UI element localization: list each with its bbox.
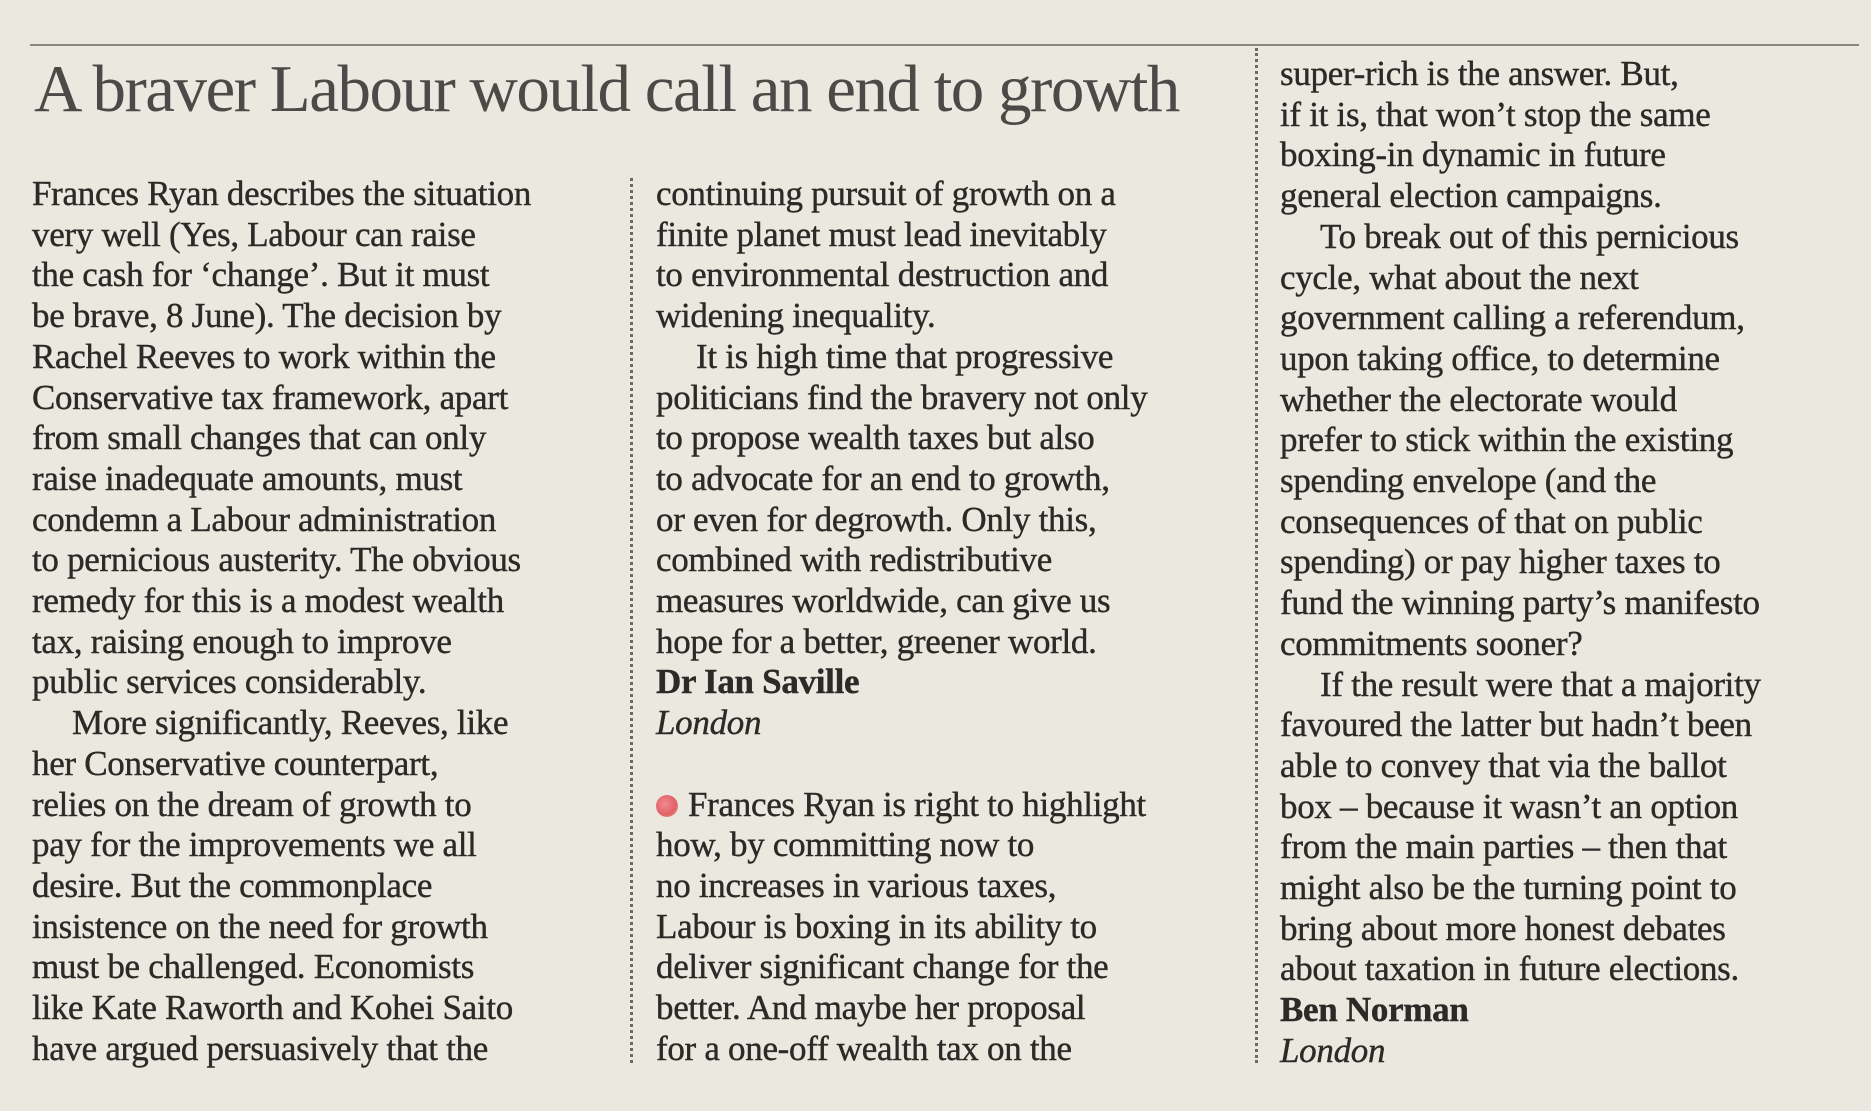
text-line: upon taking office, to determine bbox=[1280, 338, 1720, 378]
text-line: desire. But the commonplace bbox=[32, 865, 433, 905]
text-line: commitments sooner? bbox=[1280, 623, 1583, 663]
text-line: insistence on the need for growth bbox=[32, 906, 488, 946]
text-line: to environmental destruction and bbox=[656, 255, 1109, 295]
signature-place: London bbox=[656, 703, 762, 743]
text-line: to pernicious austerity. The obvious bbox=[32, 540, 522, 580]
text-line: raise inadequate amounts, must bbox=[32, 458, 463, 498]
signature-name: Ben Norman bbox=[1280, 990, 1469, 1030]
text-line: politicians find the bravery not only bbox=[656, 377, 1148, 417]
text-line: the cash for ‘change’. But it must bbox=[32, 255, 490, 295]
top-rule bbox=[30, 44, 1859, 46]
text-line: if it is, that won’t stop the same bbox=[1280, 94, 1711, 134]
text-line: to propose wealth taxes but also bbox=[656, 418, 1095, 458]
text-line: favoured the latter but hadn’t been bbox=[1280, 705, 1753, 745]
bullet bbox=[656, 794, 678, 817]
text-line: finite planet must lead inevitably bbox=[656, 214, 1107, 254]
text-line: be brave, 8 June). The decision by bbox=[32, 296, 502, 336]
text-line: able to convey that via the ballot bbox=[1280, 745, 1727, 785]
text-line: tax, raising enough to improve bbox=[32, 621, 452, 661]
text-line: Frances Ryan is right to highlight bbox=[688, 784, 1147, 824]
text-line: for a one-off wealth tax on the bbox=[656, 1028, 1072, 1068]
column-separator bbox=[1255, 48, 1258, 1063]
text-line: about taxation in future elections. bbox=[1280, 949, 1740, 989]
text-line: very well (Yes, Labour can raise bbox=[32, 214, 476, 254]
text-line: box – because it wasn’t an option bbox=[1280, 786, 1739, 826]
text-line: continuing pursuit of growth on a bbox=[656, 174, 1116, 213]
text-line: Conservative tax framework, apart bbox=[32, 377, 509, 417]
text-line: must be challenged. Economists bbox=[32, 947, 475, 987]
text-line: no increases in various taxes, bbox=[656, 865, 1057, 905]
text-line: fund the winning party’s manifesto bbox=[1280, 583, 1760, 623]
text-line: To break out of this pernicious bbox=[1320, 216, 1740, 256]
text-line: have argued persuasively that the bbox=[32, 1028, 489, 1068]
headline: A braver Labour would call an end to gro… bbox=[34, 52, 1180, 126]
text-line: super-rich is the answer. But, bbox=[1280, 54, 1679, 93]
text-line: condemn a Labour administration bbox=[32, 499, 497, 539]
text-line: remedy for this is a modest wealth bbox=[32, 581, 505, 620]
text-line: from small changes that can only bbox=[32, 418, 487, 458]
text-line: her Conservative counterpart, bbox=[32, 743, 439, 783]
text-line: bring about more honest debates bbox=[1280, 908, 1726, 948]
signature-place: London bbox=[1280, 1030, 1386, 1070]
text-line: measures worldwide, can give us bbox=[656, 581, 1111, 620]
text-line: If the result were that a majority bbox=[1320, 664, 1761, 704]
text-line: government calling a referendum, bbox=[1280, 298, 1745, 338]
text-line: general election campaigns. bbox=[1280, 176, 1662, 216]
text-line: prefer to stick within the existing bbox=[1280, 420, 1734, 460]
text-line: It is high time that progressive bbox=[696, 336, 1114, 376]
text-line: whether the electorate would bbox=[1280, 379, 1678, 419]
text-line: how, by committing now to bbox=[656, 825, 1035, 865]
text-line: combined with redistributive bbox=[656, 540, 1053, 580]
text-line: Rachel Reeves to work within the bbox=[32, 336, 496, 376]
column-separator bbox=[630, 178, 633, 1063]
text-line: or even for degrowth. Only this, bbox=[656, 499, 1097, 539]
text-line: hope for a better, greener world. bbox=[656, 621, 1097, 661]
text-line: might also be the turning point to bbox=[1280, 868, 1737, 907]
text-line: deliver significant change for the bbox=[656, 947, 1109, 987]
text-line: spending envelope (and the bbox=[1280, 461, 1657, 500]
text-line: cycle, what about the next bbox=[1280, 257, 1639, 297]
text-line: spending) or pay higher taxes to bbox=[1280, 542, 1721, 582]
text-line: Labour is boxing in its ability to bbox=[656, 906, 1098, 946]
text-line: Frances Ryan describes the situation bbox=[32, 174, 532, 213]
text-line: pay for the improvements we all bbox=[32, 825, 477, 865]
text-line: like Kate Raworth and Kohei Saito bbox=[32, 988, 514, 1027]
text-line: boxing-in dynamic in future bbox=[1280, 135, 1666, 175]
text-line: consequences of that on public bbox=[1280, 501, 1703, 541]
text-line: to advocate for an end to growth, bbox=[656, 458, 1110, 498]
text-line: public services considerably. bbox=[32, 662, 427, 702]
text-line: better. And maybe her proposal bbox=[656, 988, 1086, 1027]
text-line: from the main parties – then that bbox=[1280, 827, 1728, 867]
signature-name: Dr Ian Saville bbox=[656, 662, 860, 702]
text-line: More significantly, Reeves, like bbox=[72, 703, 509, 743]
text-line: widening inequality. bbox=[656, 296, 936, 336]
text-line: relies on the dream of growth to bbox=[32, 784, 472, 824]
